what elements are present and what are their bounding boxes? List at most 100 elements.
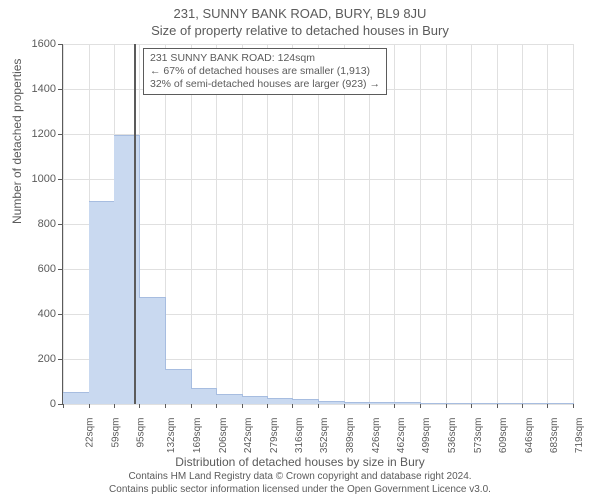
x-tick	[191, 404, 192, 408]
x-tick-label: 426sqm	[371, 418, 382, 454]
histogram-bar	[63, 392, 90, 404]
x-tick-label: 462sqm	[396, 418, 407, 454]
footer-line-2: Contains public sector information licen…	[0, 484, 600, 497]
x-tick-label: 279sqm	[269, 418, 280, 454]
gridline-v	[394, 44, 395, 404]
x-tick	[267, 404, 268, 408]
y-tick-label: 800	[38, 218, 56, 230]
annotation-line: 32% of semi-detached houses are larger (…	[150, 78, 380, 91]
x-tick	[114, 404, 115, 408]
gridline-v	[242, 44, 243, 404]
y-tick	[58, 314, 62, 315]
histogram-bar	[292, 399, 319, 404]
x-tick	[216, 404, 217, 408]
plot-area: 231 SUNNY BANK ROAD: 124sqm← 67% of deta…	[62, 44, 573, 405]
gridline-v	[547, 44, 548, 404]
x-axis-title: Distribution of detached houses by size …	[0, 455, 600, 469]
x-tick	[420, 404, 421, 408]
histogram-bar	[522, 403, 548, 404]
gridline-v	[471, 44, 472, 404]
histogram-bar	[89, 201, 115, 405]
x-tick	[242, 404, 243, 408]
x-tick-label: 573sqm	[473, 418, 484, 454]
histogram-bar	[446, 403, 472, 404]
y-tick	[58, 179, 62, 180]
footer-line-1: Contains HM Land Registry data © Crown c…	[0, 471, 600, 484]
histogram-bar	[318, 401, 345, 404]
histogram-bar	[369, 402, 396, 404]
y-tick	[58, 224, 62, 225]
x-tick	[165, 404, 166, 408]
y-tick-label: 1400	[32, 83, 56, 95]
y-tick-label: 600	[38, 263, 56, 275]
chart-container: 231, SUNNY BANK ROAD, BURY, BL9 8JU Size…	[0, 0, 600, 500]
gridline-v	[292, 44, 293, 404]
x-tick-label: 132sqm	[167, 418, 178, 454]
x-tick-label: 609sqm	[498, 418, 509, 454]
y-tick-label: 400	[38, 308, 56, 320]
annotation-line: ← 67% of detached houses are smaller (1,…	[150, 65, 380, 78]
gridline-v	[318, 44, 319, 404]
histogram-bar	[165, 369, 192, 404]
gridline-v	[369, 44, 370, 404]
subtitle-line: Size of property relative to detached ho…	[0, 23, 600, 40]
y-tick-label: 1600	[32, 38, 56, 50]
x-tick-label: 59sqm	[110, 418, 121, 448]
y-tick-label: 0	[50, 398, 56, 410]
gridline-v	[420, 44, 421, 404]
y-axis-title: Number of detached properties	[10, 59, 24, 224]
gridline-v	[191, 44, 192, 404]
x-tick	[497, 404, 498, 408]
annotation-line: 231 SUNNY BANK ROAD: 124sqm	[150, 52, 380, 65]
histogram-bar	[139, 297, 166, 404]
x-tick	[139, 404, 140, 408]
gridline-v	[573, 44, 574, 404]
x-tick-label: 95sqm	[135, 418, 146, 448]
x-tick-label: 683sqm	[549, 418, 560, 454]
x-tick	[89, 404, 90, 408]
y-tick	[58, 359, 62, 360]
x-tick	[63, 404, 64, 408]
x-tick-label: 499sqm	[422, 418, 433, 454]
x-tick	[547, 404, 548, 408]
gridline-v	[267, 44, 268, 404]
histogram-bar	[547, 403, 574, 404]
x-tick-label: 169sqm	[192, 418, 203, 454]
histogram-bar	[191, 388, 217, 404]
histogram-bar	[114, 135, 141, 404]
histogram-bar	[216, 394, 243, 404]
x-tick	[394, 404, 395, 408]
gridline-v	[522, 44, 523, 404]
address-line: 231, SUNNY BANK ROAD, BURY, BL9 8JU	[0, 6, 600, 23]
x-tick	[318, 404, 319, 408]
x-tick	[471, 404, 472, 408]
x-tick-label: 316sqm	[294, 418, 305, 454]
chart-header: 231, SUNNY BANK ROAD, BURY, BL9 8JU Size…	[0, 0, 600, 40]
gridline-v	[446, 44, 447, 404]
histogram-bar	[497, 403, 524, 404]
y-tick-label: 200	[38, 353, 56, 365]
x-tick	[446, 404, 447, 408]
property-marker-line	[134, 44, 136, 404]
x-tick	[573, 404, 574, 408]
x-tick-label: 719sqm	[574, 418, 585, 454]
gridline-v	[63, 44, 64, 404]
histogram-bar	[471, 403, 498, 404]
x-tick	[369, 404, 370, 408]
x-tick	[292, 404, 293, 408]
x-tick-label: 206sqm	[218, 418, 229, 454]
histogram-bar	[242, 396, 269, 404]
y-tick	[58, 404, 62, 405]
gridline-v	[216, 44, 217, 404]
annotation-box: 231 SUNNY BANK ROAD: 124sqm← 67% of deta…	[143, 48, 387, 95]
x-tick-label: 646sqm	[524, 418, 535, 454]
x-tick-label: 242sqm	[243, 418, 254, 454]
x-tick-label: 22sqm	[85, 418, 96, 448]
y-tick	[58, 44, 62, 45]
footer-attribution: Contains HM Land Registry data © Crown c…	[0, 471, 600, 496]
y-tick	[58, 89, 62, 90]
x-tick	[522, 404, 523, 408]
histogram-bar	[394, 402, 421, 404]
gridline-v	[497, 44, 498, 404]
x-tick-label: 389sqm	[345, 418, 356, 454]
